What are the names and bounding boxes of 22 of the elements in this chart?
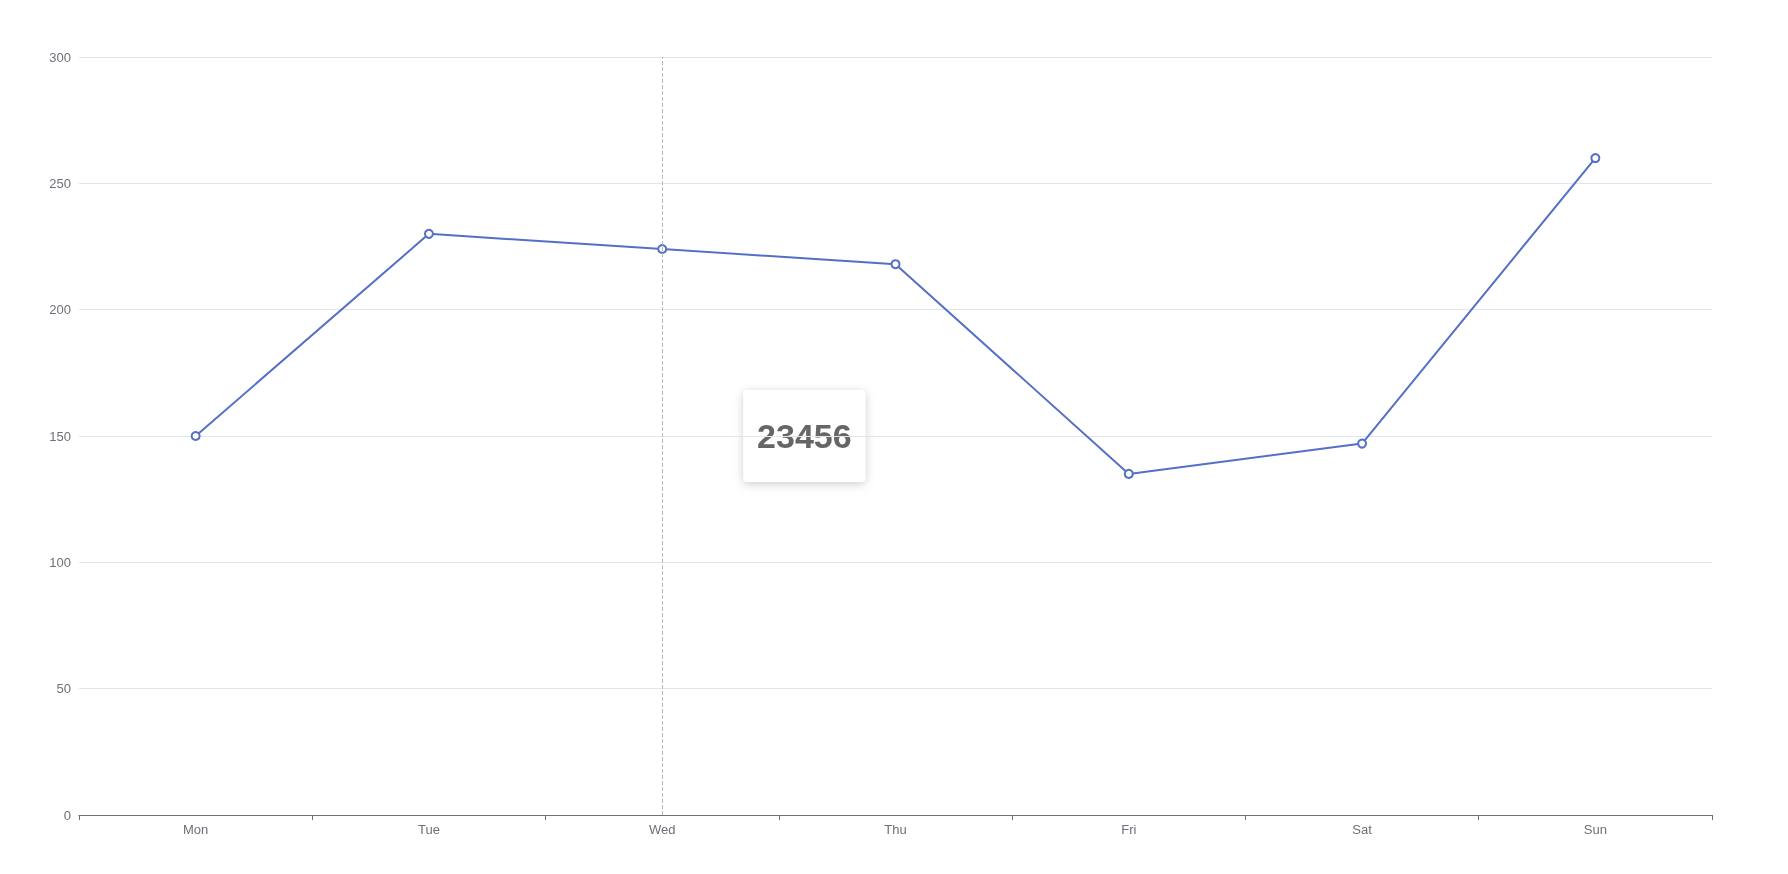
- point: [1123, 468, 1134, 479]
- point: [190, 431, 201, 441]
- y-tick-label: 50: [56, 681, 71, 697]
- point: [890, 259, 901, 270]
- y-tick-label: 150: [49, 428, 71, 444]
- point: [657, 244, 668, 255]
- x-tick-label: Thu: [884, 822, 907, 837]
- point: [1590, 153, 1601, 164]
- y-tick-label: 250: [49, 175, 71, 191]
- x-tick-label: Fri: [1121, 822, 1137, 837]
- x-tick-label: Mon: [182, 822, 209, 837]
- x-tick-label: Tue: [417, 822, 440, 837]
- point: [1357, 438, 1368, 449]
- x-tick-label: Sun: [1583, 822, 1607, 837]
- y-tick-label: 100: [49, 554, 71, 570]
- y-tick-label: 300: [49, 49, 71, 65]
- x-tick-label: Wed: [648, 822, 676, 837]
- annotation: 23456: [757, 417, 852, 455]
- y-tick-label: 0: [63, 807, 71, 823]
- y-tick-label: 200: [49, 302, 71, 318]
- x-tick-label: Sat: [1352, 822, 1373, 837]
- point: [423, 228, 434, 239]
